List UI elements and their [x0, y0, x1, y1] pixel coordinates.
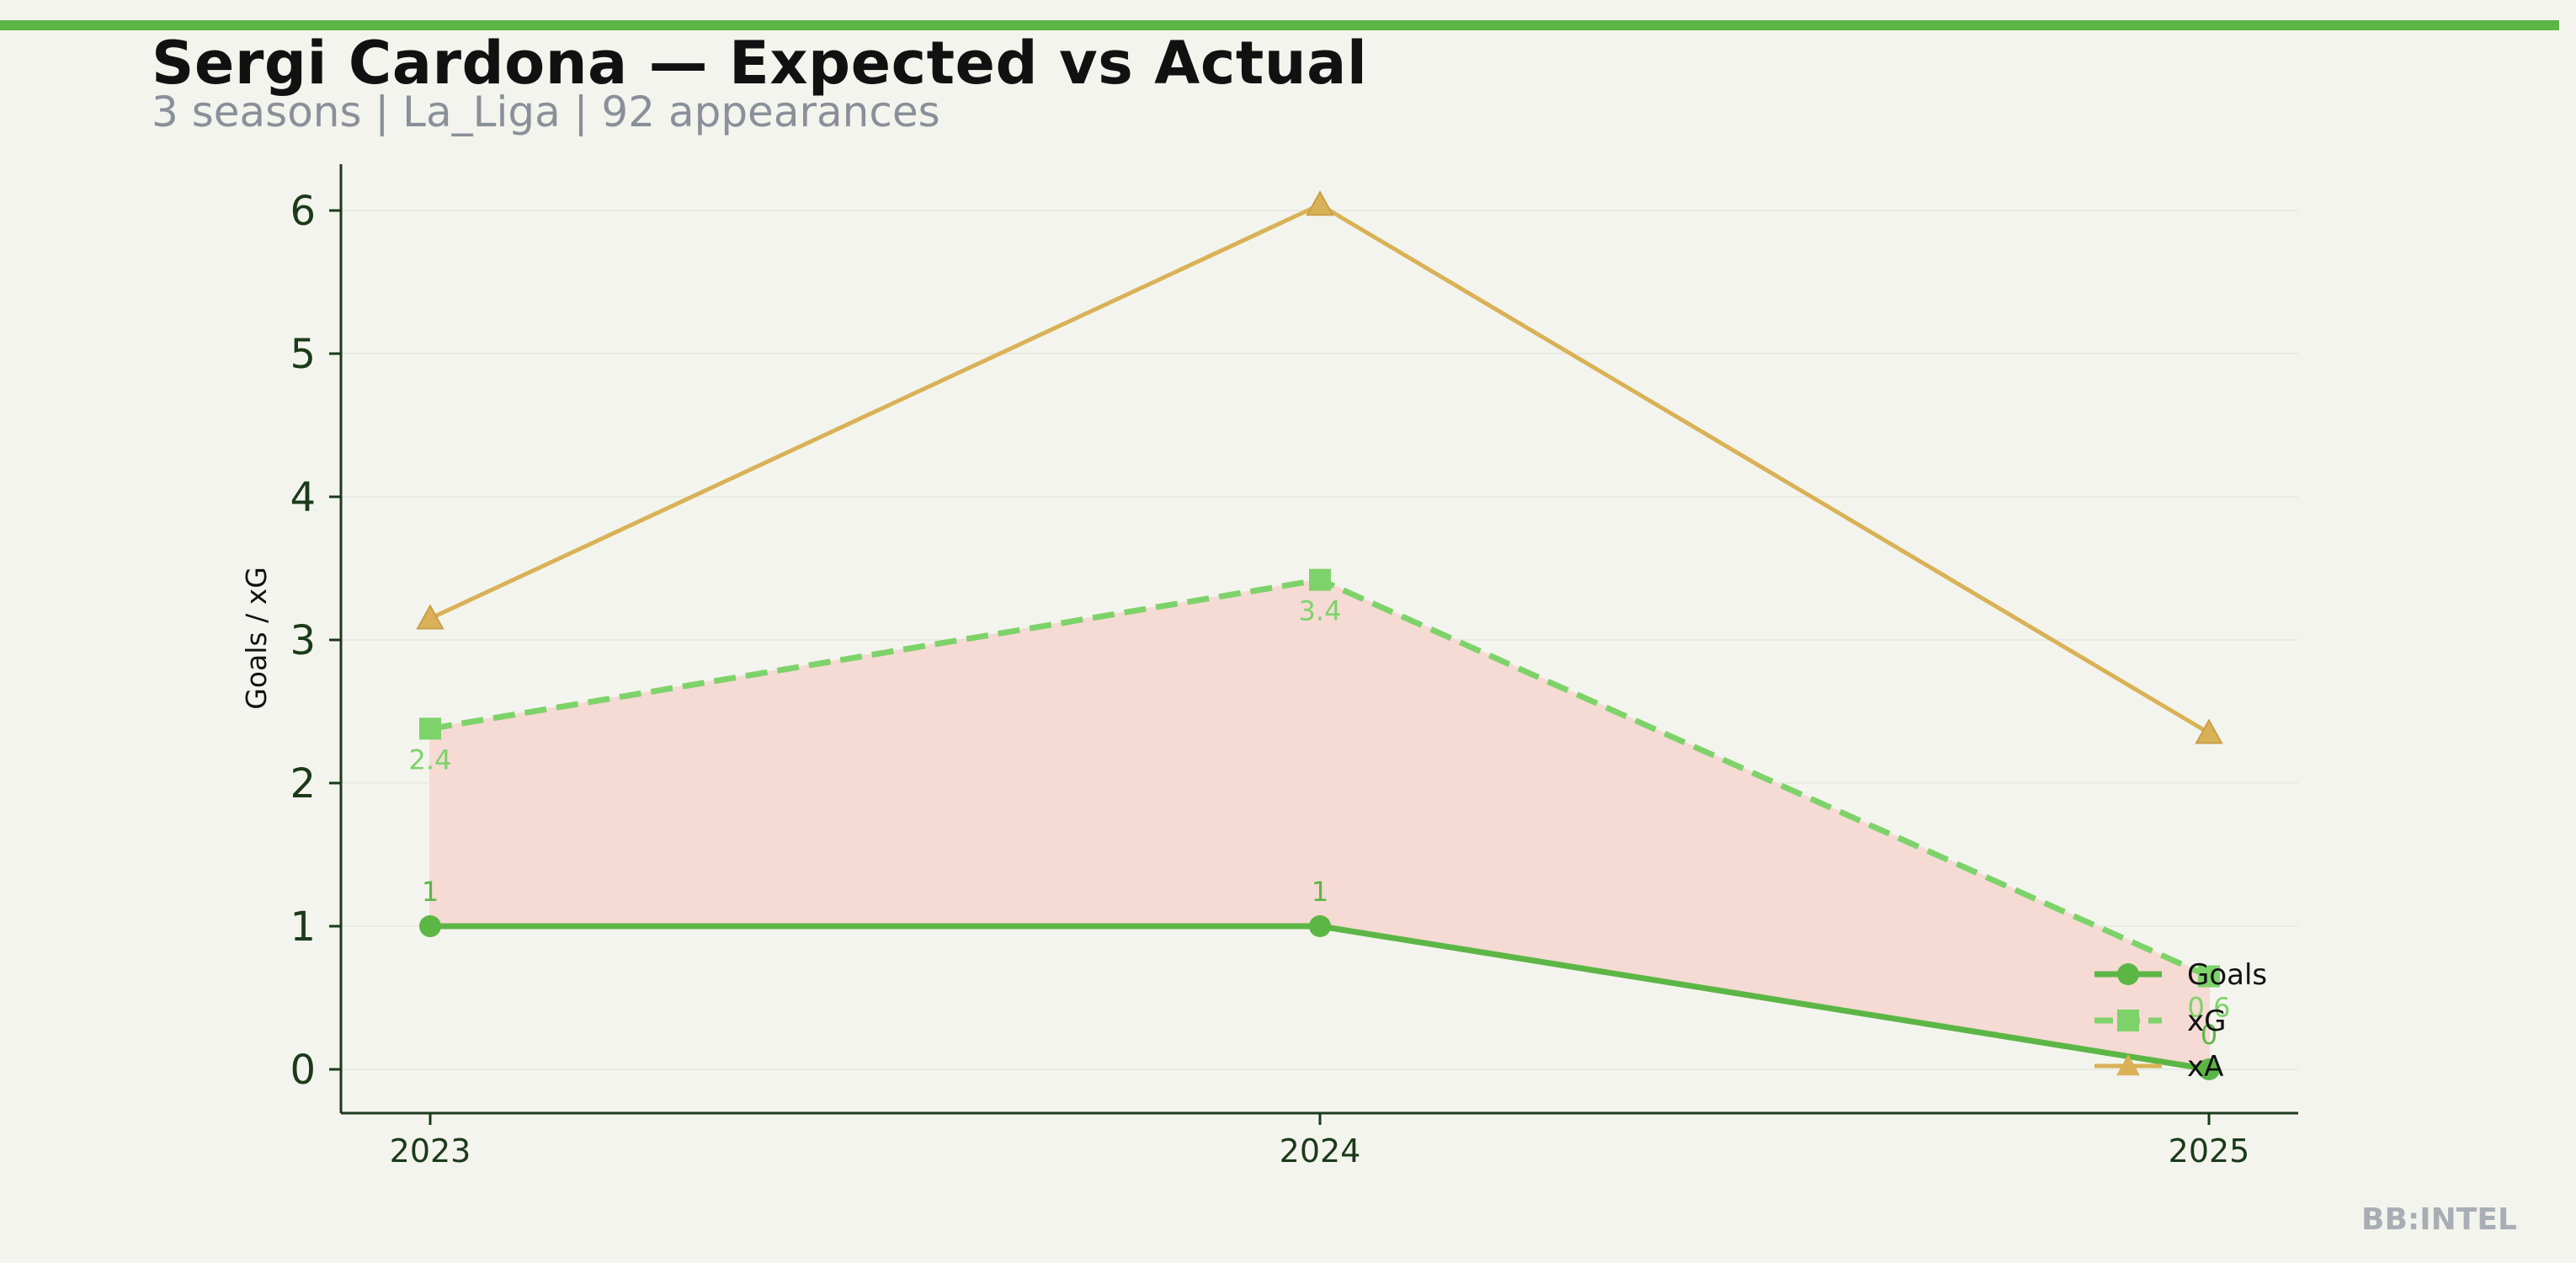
xa-point — [1306, 190, 1334, 216]
y-axis-label: Goals / xG — [240, 567, 273, 710]
legend-marker — [2117, 1010, 2139, 1031]
y-tick-label: 5 — [290, 331, 316, 378]
xg-point — [1309, 568, 1331, 591]
chart-subtitle: 3 seasons | La_Liga | 92 appearances — [152, 88, 940, 136]
x-tick-label: 2025 — [2169, 1132, 2250, 1170]
y-tick-label: 3 — [290, 617, 316, 664]
goals-data-label: 1 — [1312, 876, 1328, 908]
goals-data-label: 1 — [422, 876, 439, 908]
xa-point — [2195, 718, 2223, 744]
xg-goals-gap-area — [429, 578, 2210, 1071]
y-tick-label: 1 — [290, 903, 316, 951]
goals-point — [419, 915, 441, 937]
xg-point — [419, 717, 441, 740]
xg-data-label: 0.6 — [2188, 992, 2231, 1024]
y-tick-label: 4 — [290, 474, 316, 521]
brand-watermark: BB:INTEL — [2361, 1202, 2517, 1237]
y-tick-label: 6 — [290, 188, 316, 235]
chart-title: Sergi Cardona — Expected vs Actual — [152, 29, 1368, 98]
legend-marker — [2116, 1054, 2140, 1076]
legend-label: xG — [2187, 1005, 2226, 1038]
y-tick-label: 2 — [290, 760, 316, 807]
legend-marker — [2117, 963, 2139, 985]
x-tick-label: 2023 — [390, 1132, 471, 1170]
legend-label: xA — [2187, 1050, 2223, 1084]
goals-point — [2198, 1058, 2220, 1080]
xa-point — [416, 604, 444, 630]
goals-point — [1309, 915, 1331, 937]
legend-label: Goals — [2187, 958, 2267, 992]
accent-bar — [0, 20, 2559, 30]
y-tick-label: 0 — [290, 1047, 316, 1094]
x-tick-label: 2024 — [1280, 1132, 1361, 1170]
xg-point — [2198, 965, 2220, 988]
goals-data-label: 0 — [2201, 1019, 2217, 1051]
xg-data-label: 3.4 — [1299, 595, 1342, 627]
xg-data-label: 2.4 — [409, 743, 452, 775]
